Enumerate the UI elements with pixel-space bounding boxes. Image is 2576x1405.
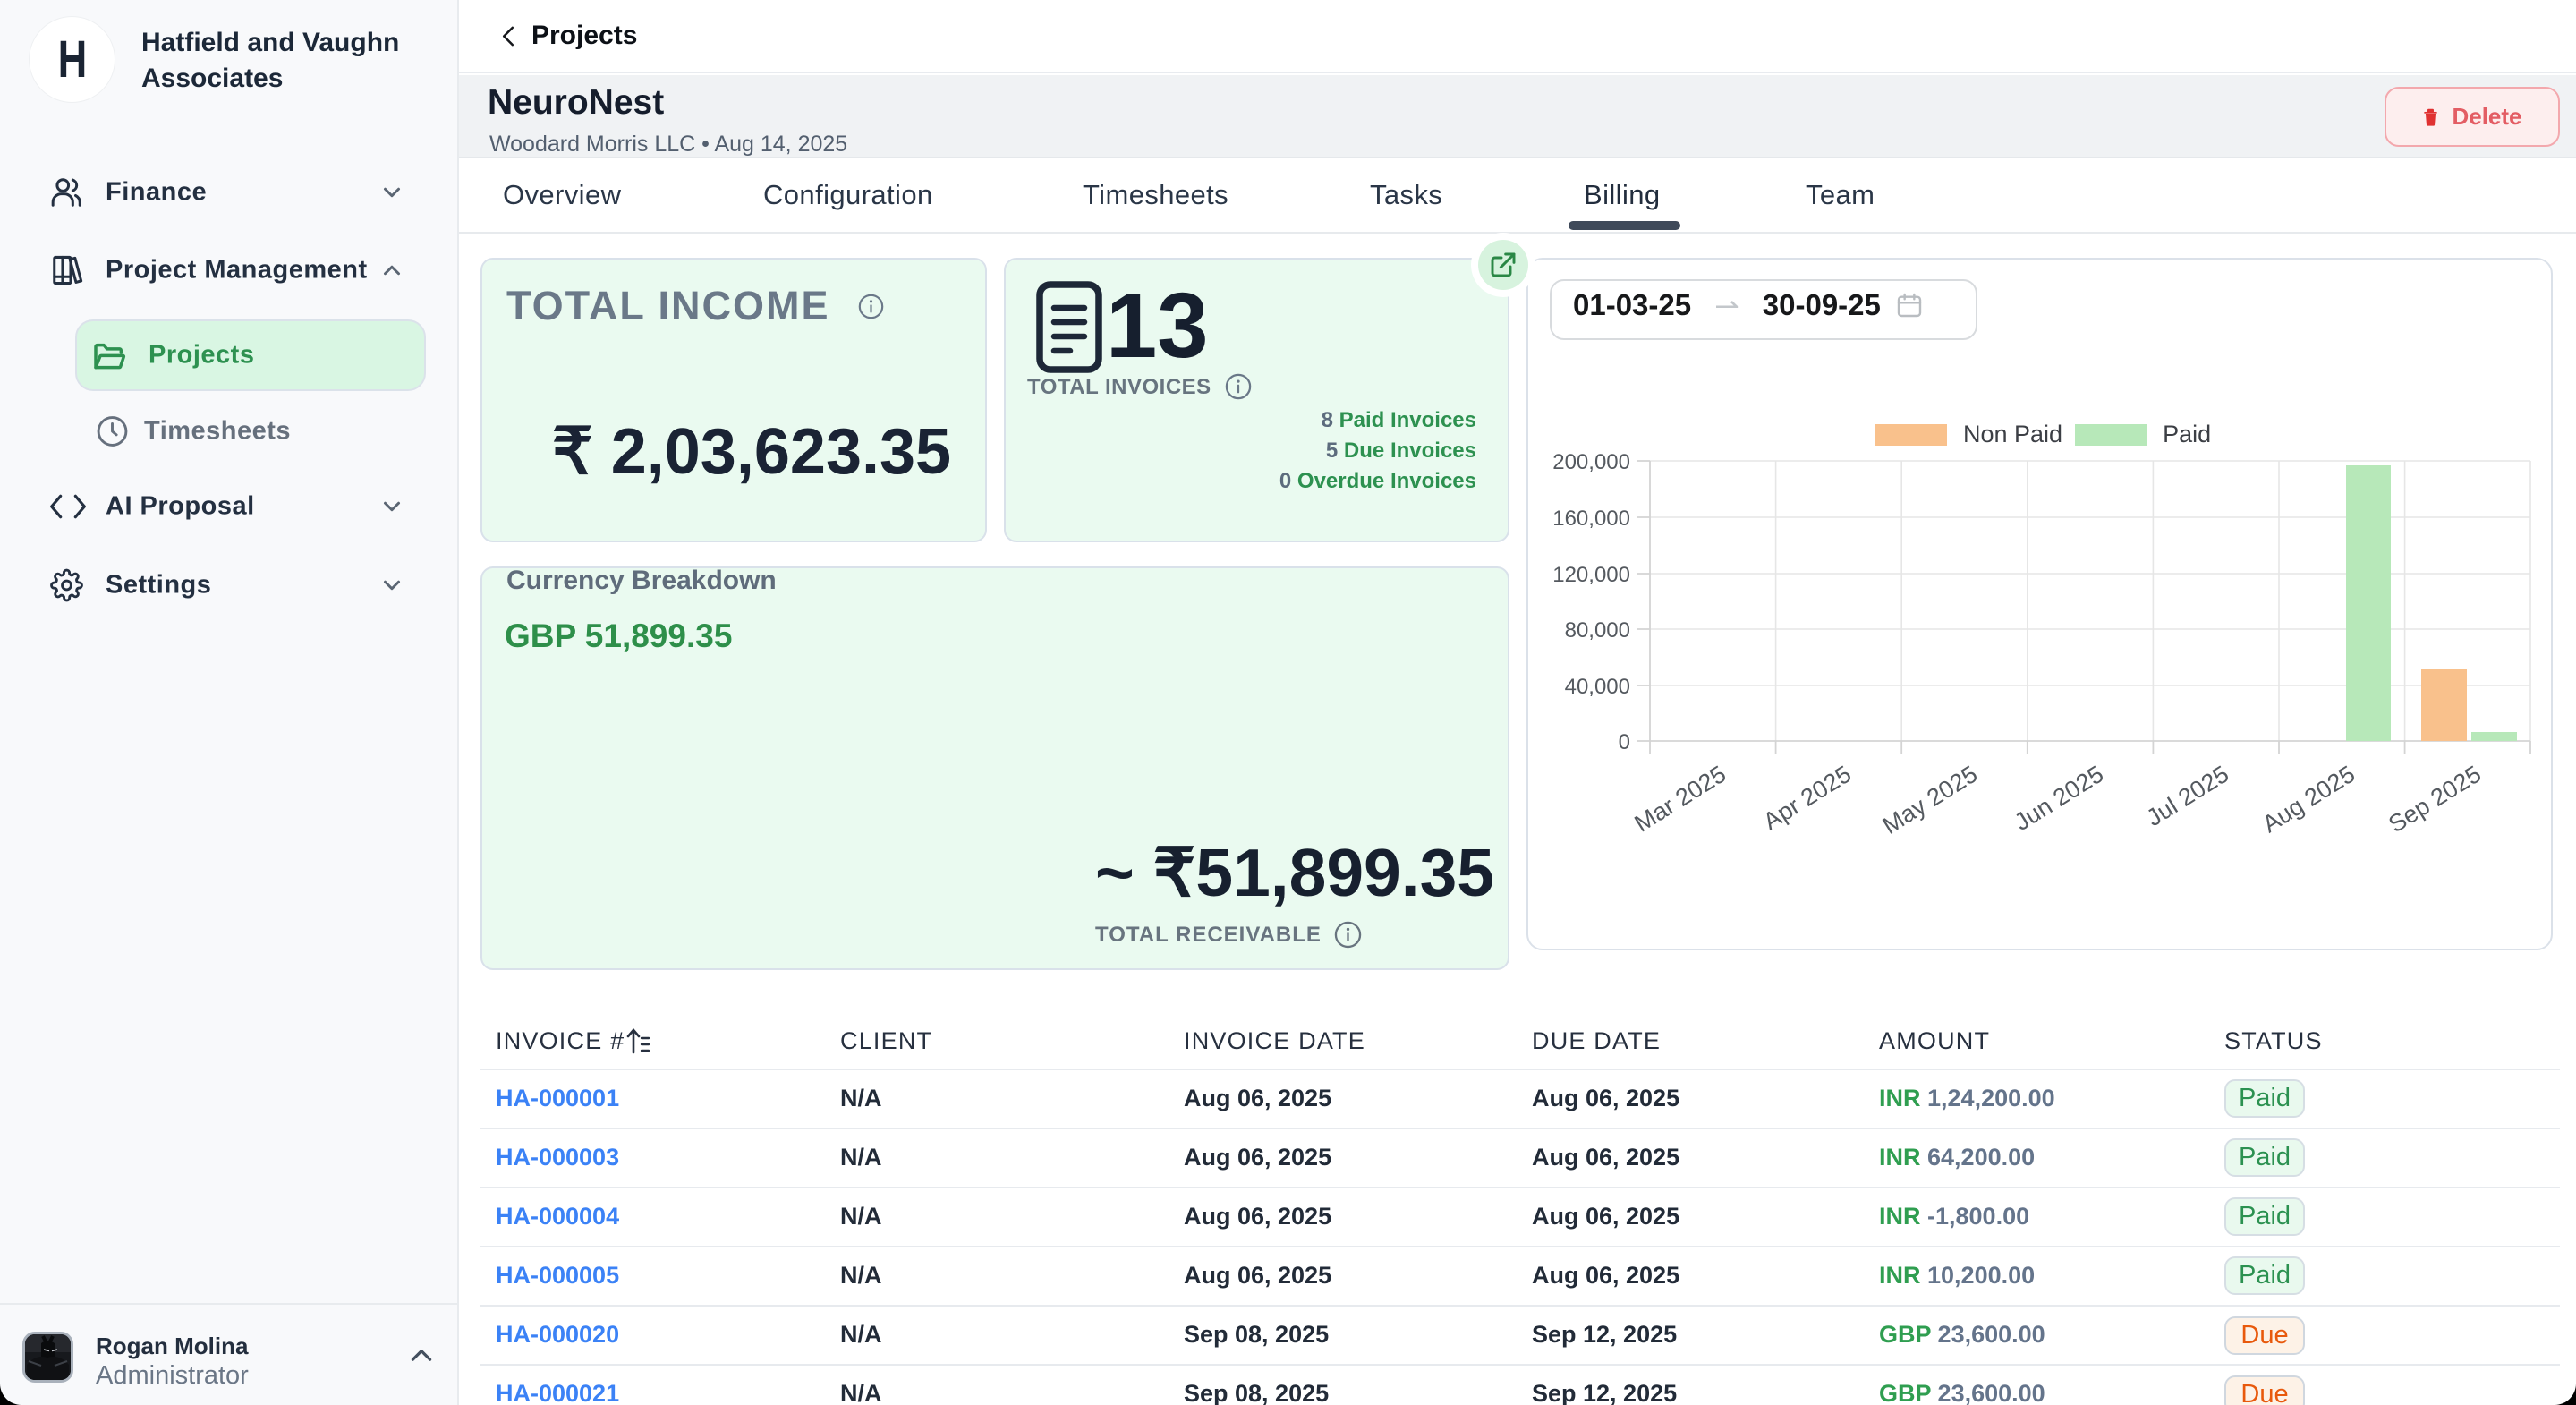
svg-text:Sep 2025: Sep 2025 [2384, 761, 2486, 839]
svg-text:200,000: 200,000 [1552, 450, 1630, 474]
svg-text:40,000: 40,000 [1565, 675, 1630, 699]
svg-text:Jul 2025: Jul 2025 [2142, 761, 2233, 832]
svg-text:Aug 2025: Aug 2025 [2257, 761, 2359, 839]
svg-text:May 2025: May 2025 [1878, 761, 1982, 839]
svg-text:80,000: 80,000 [1565, 618, 1630, 643]
svg-text:120,000: 120,000 [1552, 563, 1630, 587]
svg-text:160,000: 160,000 [1552, 507, 1630, 531]
svg-text:Apr 2025: Apr 2025 [1758, 761, 1856, 836]
svg-text:Mar 2025: Mar 2025 [1630, 761, 1731, 838]
svg-text:Jun 2025: Jun 2025 [2010, 761, 2108, 836]
svg-text:0: 0 [1619, 730, 1630, 754]
